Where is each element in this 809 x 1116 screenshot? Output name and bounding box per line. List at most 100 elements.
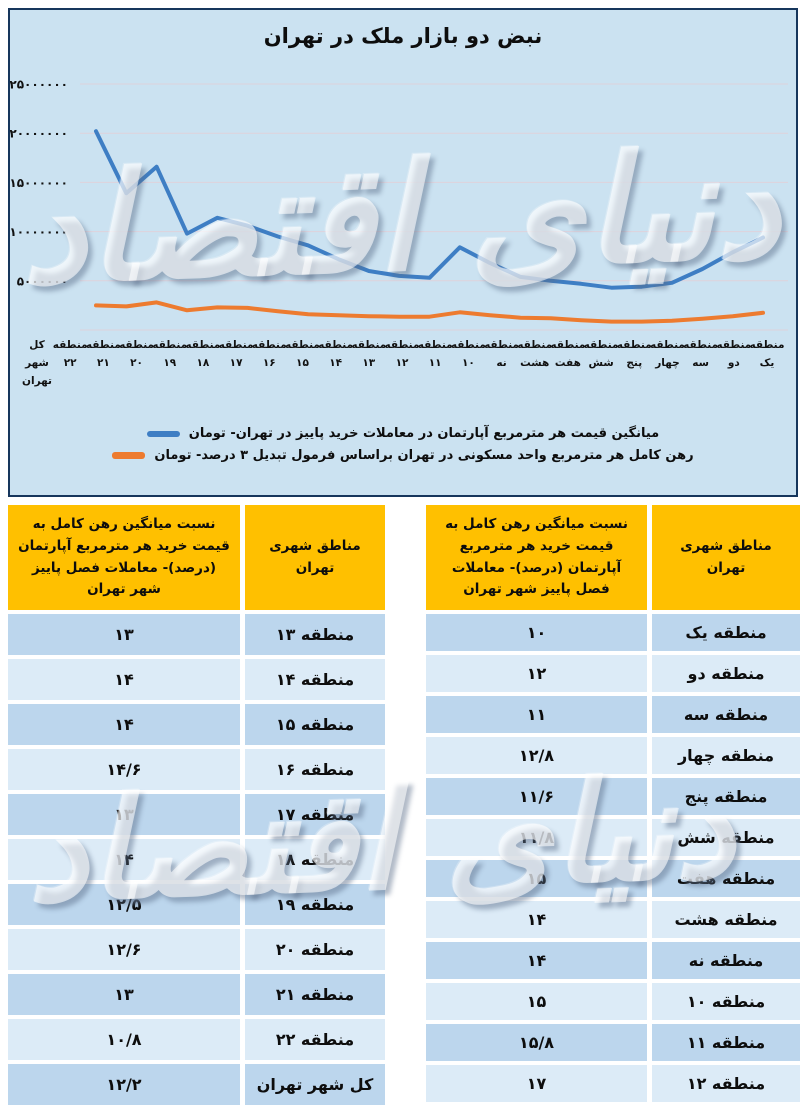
region-name-cell: منطقه ۱۷ xyxy=(245,794,385,835)
x-axis-category-label: یک xyxy=(760,357,775,369)
x-axis-category-label: ۱۸ xyxy=(196,357,209,369)
regions-1-12-table: مناطق شهری تهران نسبت میانگین رهن کامل ب… xyxy=(426,505,800,1102)
region-name-cell: منطقه دو xyxy=(652,655,800,692)
column-header-ratio: نسبت میانگین رهن کامل به قیمت خرید هر مت… xyxy=(8,505,240,610)
y-axis-tick-label: ۲۰۰۰۰۰۰۰ xyxy=(10,127,68,141)
column-header-regions: مناطق شهری تهران xyxy=(245,505,385,610)
x-axis-category-label: منطقه xyxy=(584,339,619,351)
ratio-value-cell: ۱۵/۸ xyxy=(426,1024,647,1061)
region-name-cell: منطقه ۲۰ xyxy=(245,929,385,970)
region-name-cell: منطقه ۱۹ xyxy=(245,884,385,925)
x-axis-category-label: ۱۷ xyxy=(230,357,243,369)
x-axis-category-label: ۲۱ xyxy=(97,357,110,369)
ratio-value-cell: ۱۲/۵ xyxy=(8,884,240,925)
ratio-value-cell: ۱۳ xyxy=(8,794,240,835)
region-name-cell: منطقه شش xyxy=(652,819,800,856)
x-axis-category-label: منطقه xyxy=(86,339,121,351)
region-name-cell: منطقه یک xyxy=(652,614,800,651)
column-header-ratio: نسبت میانگین رهن کامل به قیمت خرید هر مت… xyxy=(426,505,647,610)
y-axis-tick-label: ۲۵۰۰۰۰۰۰ xyxy=(10,78,68,92)
x-axis-category-label: نه xyxy=(496,357,506,369)
x-axis-category-label: هشت xyxy=(520,357,549,369)
x-axis-category-label: منطقه xyxy=(716,339,751,351)
legend-item-mortgage: رهن کامل هر مترمربع واحد مسکونی در تهران… xyxy=(112,448,694,463)
x-axis-category-label: منطقه xyxy=(451,339,486,351)
y-axis-tick-label: ۱۵۰۰۰۰۰۰ xyxy=(10,176,68,190)
x-axis-category-label: منطقه xyxy=(152,339,187,351)
ratio-value-cell: ۱۴/۶ xyxy=(8,749,240,790)
x-axis-category-label: پنج xyxy=(626,357,642,369)
x-axis-category-label: ۱۰ xyxy=(462,357,475,369)
x-axis-category-label: سه xyxy=(692,357,709,369)
x-axis-category-label: منطقه xyxy=(750,339,785,351)
region-name-cell: منطقه هفت xyxy=(652,860,800,897)
region-name-cell: منطقه ۲۲ xyxy=(245,1019,385,1060)
ratio-value-cell: ۱۲/۸ xyxy=(426,737,647,774)
mortgage-series-line xyxy=(94,300,765,324)
region-name-cell: منطقه ۱۱ xyxy=(652,1024,800,1061)
ratio-value-cell: ۱۱/۸ xyxy=(426,819,647,856)
x-axis-category-label: منطقه xyxy=(550,339,585,351)
ratio-value-cell: ۱۴ xyxy=(8,704,240,745)
x-axis-category-label: ۱۲ xyxy=(396,357,409,369)
region-name-cell: منطقه چهار xyxy=(652,737,800,774)
ratio-value-cell: ۱۰ xyxy=(426,614,647,651)
x-axis-category-label: منطقه xyxy=(185,339,220,351)
legend-label-mortgage: رهن کامل هر مترمربع واحد مسکونی در تهران… xyxy=(154,448,694,463)
x-axis-category-label: دو xyxy=(727,357,741,369)
ratio-value-cell: ۱۳ xyxy=(8,614,240,655)
ratio-value-cell: ۱۵ xyxy=(426,983,647,1020)
x-axis-category-label: منطقه xyxy=(318,339,353,351)
x-axis-category-label: ۱۵ xyxy=(296,357,309,369)
ratio-value-cell: ۱۲/۶ xyxy=(8,929,240,970)
x-axis-category-label: هفت xyxy=(555,357,581,369)
ratio-value-cell: ۱۴ xyxy=(8,839,240,880)
region-name-cell: منطقه نه xyxy=(652,942,800,979)
legend-label-price: میانگین قیمت هر مترمربع آپارتمان در معام… xyxy=(188,426,660,441)
x-axis-category-label: منطقه xyxy=(517,339,552,351)
price-series-line xyxy=(94,129,765,290)
region-name-cell: کل شهر تهران xyxy=(245,1064,385,1105)
column-header-regions: مناطق شهری تهران xyxy=(652,505,800,610)
ratio-value-cell: ۱۲ xyxy=(426,655,647,692)
x-axis-category-label: منطقه xyxy=(683,339,718,351)
chart-title: نبض دو بازار ملک در تهران xyxy=(263,24,543,48)
regions-13-22-table: مناطق شهری تهران نسبت میانگین رهن کامل ب… xyxy=(8,505,385,1105)
x-axis-category-label: منطقه xyxy=(119,339,154,351)
x-axis-category-label: منطقه xyxy=(53,339,88,351)
x-axis-category-label: ۱۴ xyxy=(329,357,342,369)
y-axis-tick-label: ۱۰۰۰۰۰۰۰ xyxy=(10,225,68,239)
chart-plot-area: ۲۵۰۰۰۰۰۰ ۲۰۰۰۰۰۰۰ ۱۵۰۰۰۰۰۰ ۱۰۰۰۰۰۰۰ ۵۰۰۰۰۰۰ ک… xyxy=(10,78,788,387)
ratio-value-cell: ۱۳ xyxy=(8,974,240,1015)
x-axis-category-label: ۱۳ xyxy=(362,357,375,369)
region-name-cell: منطقه ۱۵ xyxy=(245,704,385,745)
region-name-cell: منطقه ۱۰ xyxy=(652,983,800,1020)
x-axis-category-label: شهر xyxy=(24,357,49,369)
ratio-value-cell: ۱۱/۶ xyxy=(426,778,647,815)
x-axis-category-label: ۱۱ xyxy=(429,357,442,369)
region-name-cell: منطقه ۱۳ xyxy=(245,614,385,655)
region-name-cell: منطقه ۱۲ xyxy=(652,1065,800,1102)
region-name-cell: منطقه سه xyxy=(652,696,800,733)
x-axis-category-label: ۲۰ xyxy=(130,357,143,369)
region-name-cell: منطقه ۱۸ xyxy=(245,839,385,880)
ratio-value-cell: ۱۲/۲ xyxy=(8,1064,240,1105)
x-axis-category-label: منطقه xyxy=(351,339,386,351)
price-line-swatch xyxy=(146,430,180,437)
x-axis-category-label: شش xyxy=(589,357,614,369)
x-axis-category-label: ۱۹ xyxy=(163,357,176,369)
x-axis-category-label: منطقه xyxy=(484,339,519,351)
ratio-value-cell: ۱۴ xyxy=(426,901,647,938)
x-axis-category-label: چهار xyxy=(654,357,680,369)
market-pulse-chart: ۲۵۰۰۰۰۰۰ ۲۰۰۰۰۰۰۰ ۱۵۰۰۰۰۰۰ ۱۰۰۰۰۰۰۰ ۵۰۰۰۰۰۰ ک… xyxy=(8,8,798,497)
x-axis-category-label: منطقه xyxy=(650,339,685,351)
region-name-cell: منطقه ۱۴ xyxy=(245,659,385,700)
x-axis-category-label: منطقه xyxy=(252,339,287,351)
region-name-cell: منطقه ۲۱ xyxy=(245,974,385,1015)
mortgage-line-swatch xyxy=(112,452,146,459)
x-axis-category-label: منطقه xyxy=(219,339,254,351)
ratio-value-cell: ۱۷ xyxy=(426,1065,647,1102)
y-axis-tick-label: ۵۰۰۰۰۰۰ xyxy=(17,274,68,288)
x-axis-category-label: کل xyxy=(29,339,45,351)
